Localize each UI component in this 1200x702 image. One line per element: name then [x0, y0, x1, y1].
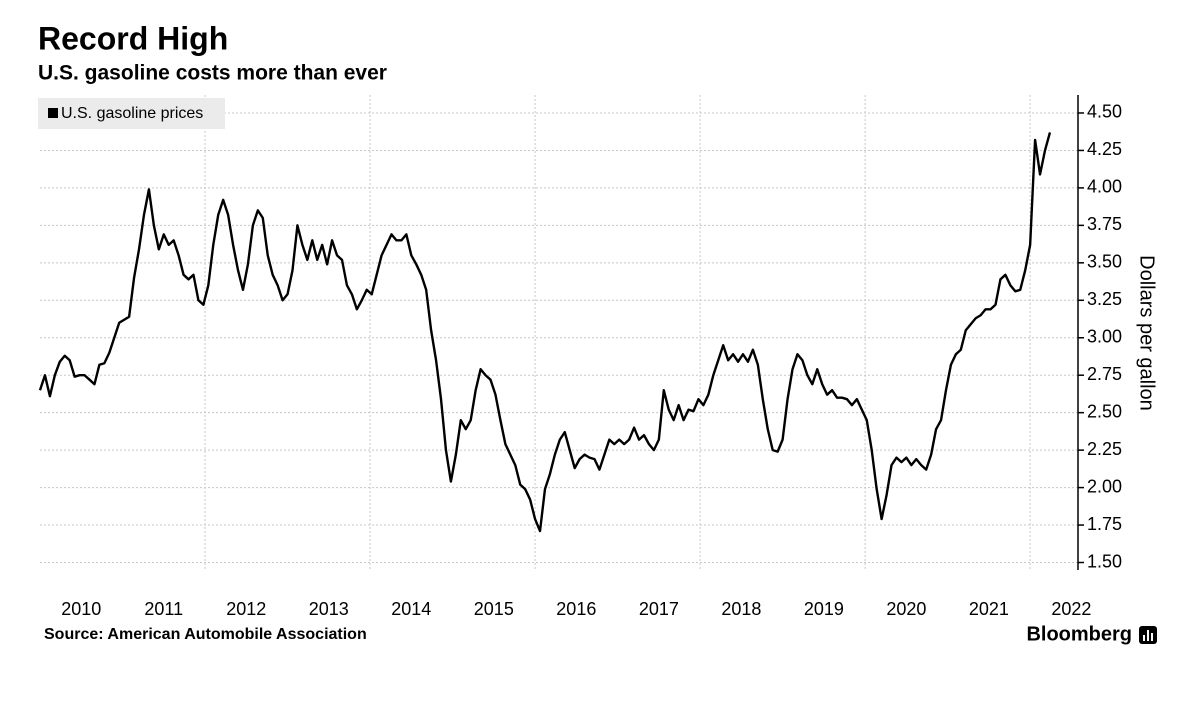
- y-tick-label: 1.50: [1087, 551, 1122, 571]
- chart-subtitle: U.S. gasoline costs more than ever: [38, 62, 387, 85]
- x-tick-label: 2021: [969, 599, 1009, 619]
- line-series: [38, 132, 1052, 533]
- x-tick-label: 2012: [226, 599, 266, 619]
- x-tick-label: 2020: [886, 599, 926, 619]
- x-tick-label: 2017: [639, 599, 679, 619]
- x-tick-label: 2015: [474, 599, 514, 619]
- x-tick-label: 2019: [804, 599, 844, 619]
- y-tick-label: 3.00: [1087, 326, 1122, 346]
- y-tick-label: 4.00: [1087, 177, 1122, 197]
- chart-title: Record High: [38, 20, 228, 56]
- x-tick-label: 2018: [721, 599, 761, 619]
- y-tick-label: 2.50: [1087, 401, 1122, 421]
- x-tick-label: 2011: [144, 599, 183, 619]
- source-note: Source: American Automobile Association: [44, 626, 367, 643]
- x-tick-label: 2016: [556, 599, 596, 619]
- y-tick-label: 1.75: [1087, 514, 1122, 534]
- legend: U.S. gasoline prices: [38, 98, 225, 129]
- y-tick-label: 3.25: [1087, 289, 1122, 309]
- legend-label: U.S. gasoline prices: [61, 105, 203, 122]
- y-tick-label: 2.25: [1087, 439, 1122, 459]
- y-tick-label: 2.00: [1087, 476, 1122, 496]
- legend-box: [38, 98, 225, 129]
- y-tick-label: 3.75: [1087, 214, 1122, 234]
- x-tick-label: 2010: [61, 599, 101, 619]
- y-tick-label: 4.25: [1087, 139, 1122, 159]
- legend-swatch: [48, 108, 58, 118]
- y-tick-label: 4.50: [1087, 102, 1122, 122]
- y-tick-label: 3.50: [1087, 252, 1122, 272]
- y-axis-title: Dollars per gallon: [1136, 255, 1158, 411]
- x-tick-label: 2022: [1051, 599, 1091, 619]
- y-tick-label: 2.75: [1087, 364, 1122, 384]
- brand-icon: [1139, 626, 1157, 644]
- x-tick-label: 2014: [391, 599, 431, 619]
- x-tick-label: 2013: [309, 599, 349, 619]
- brand: Bloomberg: [1026, 623, 1132, 645]
